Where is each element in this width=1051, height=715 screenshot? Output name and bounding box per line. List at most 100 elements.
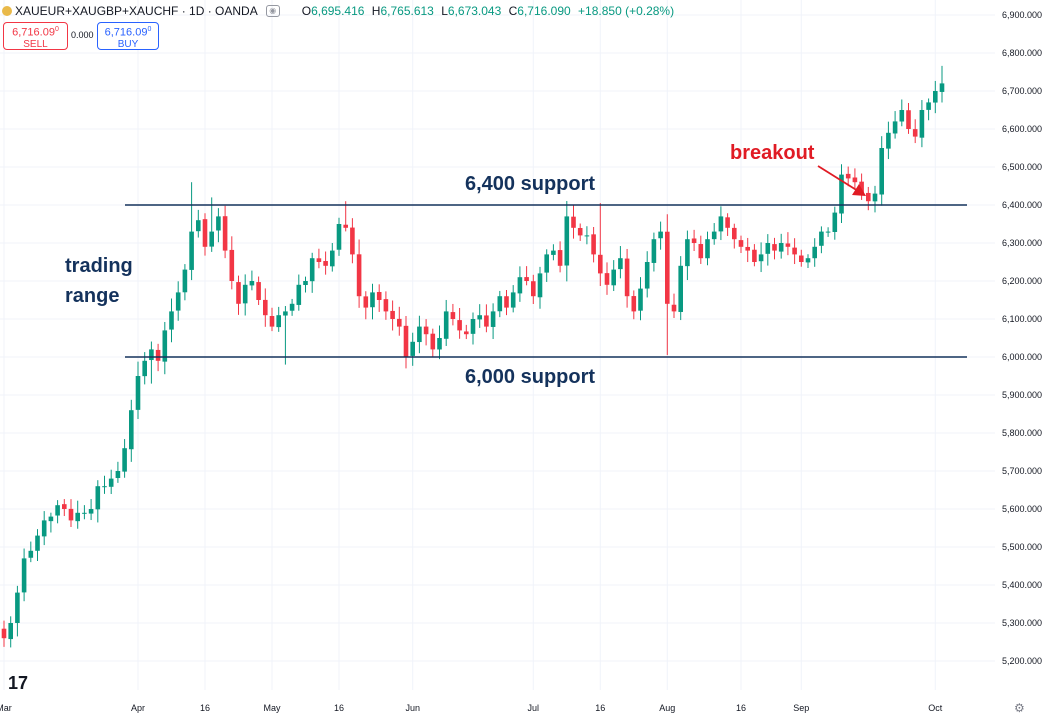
price-tick-label: 5,400.000 (1002, 580, 1042, 590)
candle-body (651, 239, 657, 263)
trading-range-label: trading range (65, 255, 133, 307)
candle-body (82, 512, 87, 514)
candle-body (323, 261, 328, 266)
candle-body (383, 299, 389, 312)
candle-body (303, 281, 308, 286)
candle-body (15, 592, 20, 623)
candle-body (584, 235, 590, 237)
candle-body (149, 349, 154, 361)
candle-body (363, 296, 369, 308)
candle-body (886, 132, 891, 149)
candle-body (732, 227, 737, 240)
candle-body (872, 193, 878, 202)
candle-body (55, 505, 60, 516)
candle-body (62, 504, 67, 509)
buy-label: BUY (117, 38, 139, 50)
candle-body (356, 254, 362, 297)
sell-button[interactable]: 6,716.090 SELL (3, 22, 68, 50)
candle-body (8, 623, 13, 640)
tradingview-logo-icon[interactable]: 17 (8, 673, 29, 693)
candle-body (410, 341, 415, 356)
candle-body (832, 212, 838, 232)
candle-body (397, 318, 402, 327)
candle-body (678, 265, 683, 312)
price-tick-label: 6,500.000 (1002, 162, 1042, 172)
symbol-logo-icon (2, 6, 12, 16)
breakout-label: breakout (730, 142, 815, 164)
candle-body (289, 303, 295, 311)
price-tick-label: 6,400.000 (1002, 200, 1042, 210)
ohlc-readout: O6,695.416 H6,765.613 L6,673.043 C6,716.… (301, 4, 675, 18)
candle-body (631, 296, 637, 312)
settings-gear-icon[interactable]: ⚙ (1014, 701, 1025, 715)
candle-body (665, 231, 670, 304)
time-tick-label: Sep (793, 703, 809, 713)
candle-body (819, 231, 824, 246)
candle-body (718, 216, 724, 232)
candle-body (611, 269, 616, 286)
time-tick-label: 16 (736, 703, 746, 713)
candle-body (912, 129, 918, 137)
candle-body (691, 238, 697, 243)
candle-body (778, 243, 784, 252)
candle-body (35, 535, 40, 551)
symbol-title[interactable]: XAUEUR+XAUGBP+XAUCHF · 1D · OANDA (15, 4, 258, 18)
price-tick-label: 5,700.000 (1002, 466, 1042, 476)
candle-body (899, 110, 905, 122)
price-tick-label: 5,800.000 (1002, 428, 1042, 438)
candle-body (403, 325, 409, 357)
support-lines (125, 204, 967, 358)
candle-body (102, 486, 107, 488)
time-tick-label: 16 (200, 703, 210, 713)
price-tick-label: 6,700.000 (1002, 86, 1042, 96)
candle-body (517, 277, 523, 294)
candle-body (370, 292, 375, 308)
time-tick-label: Jul (528, 703, 540, 713)
upper-support-label: 6,400 support (465, 173, 596, 195)
breakout-arrow-shaft (817, 165, 859, 192)
candle-body (544, 254, 549, 273)
candle-body (21, 558, 27, 593)
candle-body (229, 249, 235, 281)
candle-body (169, 311, 174, 330)
time-tick-label: 16 (334, 703, 344, 713)
candle-body (464, 331, 469, 335)
open-value: 6,695.416 (311, 4, 365, 18)
sell-price: 6,716.09 (12, 26, 55, 39)
buy-button[interactable]: 6,716.090 BUY (97, 22, 159, 50)
candle-body (182, 269, 188, 293)
candle-body (845, 173, 851, 179)
candle-body (906, 110, 911, 129)
candle-body (644, 262, 650, 289)
price-tick-label: 5,200.000 (1002, 656, 1042, 666)
candle-body (698, 244, 704, 259)
candle-body (108, 478, 114, 487)
candle-body (711, 231, 717, 240)
price-axis: 5,200.000 5,300.000 5,400.000 5,500.000 5,60… (1002, 10, 1042, 666)
candle-body (604, 273, 610, 285)
candle-body (745, 246, 750, 251)
candle-body (309, 258, 315, 282)
candle-body (216, 216, 221, 231)
visibility-eye-icon[interactable]: ◉ (265, 5, 280, 17)
price-tick-label: 5,600.000 (1002, 504, 1042, 514)
price-tick-label: 6,800.000 (1002, 48, 1042, 58)
price-tick-label: 5,300.000 (1002, 618, 1042, 628)
time-tick-label: Jun (405, 703, 420, 713)
candle-body (758, 254, 764, 262)
candle-body (28, 550, 34, 558)
high-value: 6,765.613 (380, 4, 434, 18)
time-tick-label: Oct (928, 703, 943, 713)
candle-body (48, 516, 54, 522)
close-value: 6,716.090 (517, 4, 571, 18)
candle-body (738, 240, 744, 247)
candle-body (88, 509, 94, 514)
time-tick-label: May (263, 703, 281, 713)
candle-body (866, 192, 871, 202)
candle-body (725, 217, 730, 228)
candle-body (209, 231, 214, 247)
candle-body (236, 282, 241, 304)
candle-body (296, 284, 302, 305)
candle-body (155, 349, 161, 361)
